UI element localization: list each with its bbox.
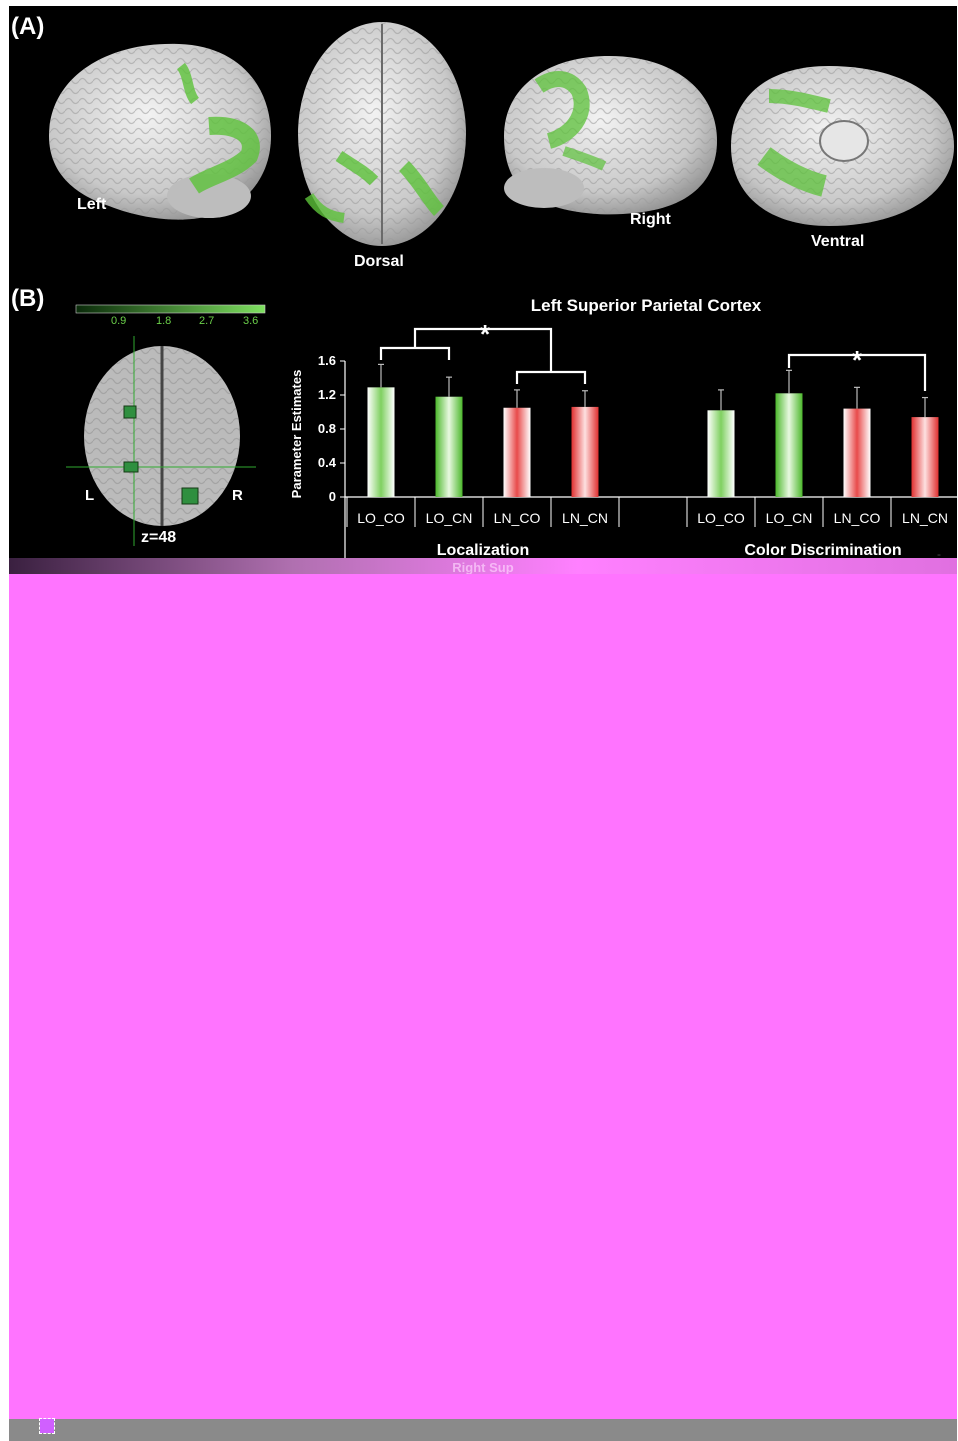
bar [571,406,599,497]
significance-bracket [379,346,451,360]
group-label: Localization [437,542,529,558]
brain-ventral-view [731,66,954,226]
hemisphere-left-label: L [85,487,94,504]
bar [843,408,871,497]
y-tick-label: 0.8 [318,421,336,436]
colorbar-tick: 0.9 [111,315,126,327]
colorbar-tick: 1.8 [156,315,171,327]
bar [435,396,463,497]
panel-b-label: (B) [11,285,44,312]
significance-bracket [413,327,553,372]
category-label: LO_CO [357,510,405,526]
chart-y-axis-label: Parameter Estimates [289,370,304,499]
category-label: LN_CO [834,510,881,526]
clipped-glyph: - [937,547,941,558]
bar [367,387,395,497]
figure-svg: (A) Left Dorsal Right Ventral (B) [11,13,957,561]
category-label: LO_CN [766,510,813,526]
brain-left-view [49,43,271,220]
corrupted-pixel-block [39,1418,55,1434]
bar [707,410,735,497]
category-label: LN_CN [562,510,608,526]
corrupted-image-region [9,574,957,1419]
significance-asterisk: * [852,345,863,375]
category-label: LN_CO [494,510,541,526]
y-tick-label: 0 [329,489,336,504]
bar [775,393,803,497]
view-right-label: Right [630,211,672,228]
bar [503,407,531,497]
significance-bracket [515,370,587,384]
colorbar: 0.9 1.8 2.7 3.6 [75,304,266,327]
chart-plot: 0 0.4 0.8 1.2 1.6 LO_CO LO_CN LN_CO LN_CN Localiz… [318,319,957,559]
corrupted-image-strip: Right Sup [9,558,957,575]
group-label: Color Discrimination [744,542,901,558]
colorbar-tick: 3.6 [243,315,258,327]
colorbar-tick: 2.7 [199,315,214,327]
bar [911,417,939,497]
bottom-gray-bar [9,1419,957,1441]
hemisphere-right-label: R [232,487,243,504]
view-left-label: Left [77,196,107,213]
y-tick-label: 0.4 [318,455,337,470]
category-label: LO_CO [697,510,745,526]
slice-z-label: z=48 [141,529,176,546]
significance-bracket [787,353,927,391]
y-tick-label: 1.2 [318,387,336,402]
corrupted-strip-svg: Right Sup [452,560,513,575]
brain-right-view [504,56,717,215]
view-ventral-label: Ventral [811,233,864,250]
figure-panel: (A) Left Dorsal Right Ventral (B) [9,6,957,561]
panel-a-label: (A) [11,13,44,40]
y-tick-label: 1.6 [318,353,336,368]
significance-asterisk: * [480,319,491,349]
view-dorsal-label: Dorsal [354,253,404,270]
chart-title: Left Superior Parietal Cortex [531,296,762,315]
brain-dorsal-view [298,22,466,246]
truncated-chart-title: Right Sup [452,560,513,574]
axial-slice [66,336,256,546]
category-label: LO_CN [426,510,473,526]
category-label: LN_CN [902,510,948,526]
